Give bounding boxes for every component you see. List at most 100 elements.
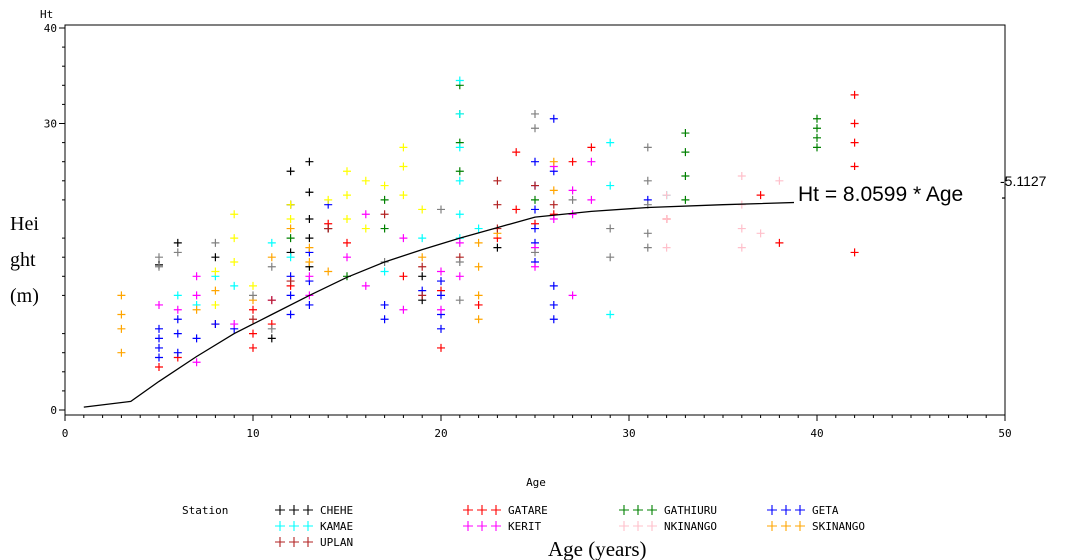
data-point — [662, 191, 671, 200]
data-point — [474, 315, 483, 324]
data-point — [286, 215, 295, 223]
data-point — [737, 172, 746, 181]
data-point — [211, 286, 220, 295]
data-point — [813, 124, 821, 133]
data-point — [267, 334, 276, 343]
data-point — [850, 162, 859, 171]
legend-marker — [303, 505, 313, 515]
data-point — [361, 281, 370, 290]
data-point — [455, 210, 464, 219]
data-point — [850, 119, 859, 128]
data-point — [643, 176, 652, 185]
data-point — [211, 320, 220, 329]
legend-marker — [275, 521, 285, 531]
data-point — [192, 272, 201, 281]
data-point — [756, 229, 765, 238]
data-point — [211, 300, 220, 309]
legend-marker — [781, 505, 791, 515]
data-point — [155, 353, 163, 362]
legend-marker — [781, 521, 791, 531]
data-point — [531, 195, 539, 204]
data-point — [549, 200, 558, 209]
data-point — [418, 234, 427, 243]
legend-marker — [647, 505, 657, 515]
data-point — [474, 238, 483, 247]
data-point — [286, 234, 295, 243]
legend-label: CHEHE — [320, 504, 353, 517]
data-point — [324, 195, 333, 204]
data-point — [117, 291, 126, 300]
data-point — [531, 224, 539, 233]
data-point — [399, 234, 408, 243]
data-point — [117, 310, 126, 319]
fit-equation-background — [794, 170, 1002, 214]
data-point — [531, 248, 539, 257]
data-point — [643, 243, 652, 252]
overlay-ylabel: Hei ght (m) — [10, 213, 39, 307]
data-point — [418, 262, 427, 271]
data-point — [286, 253, 295, 262]
data-point — [606, 224, 615, 233]
data-point — [418, 291, 427, 300]
data-point — [173, 348, 182, 357]
data-point — [399, 162, 408, 171]
data-point — [267, 253, 276, 262]
data-point — [531, 157, 539, 166]
data-point — [361, 176, 370, 185]
data-point — [230, 257, 239, 266]
data-point — [455, 143, 464, 152]
data-point — [455, 76, 464, 85]
legend-marker — [647, 521, 657, 531]
data-point — [531, 205, 539, 214]
data-point — [230, 234, 239, 243]
x-axis-label: Age — [526, 476, 546, 489]
x-tick-label: 20 — [434, 427, 447, 440]
legend-marker — [619, 505, 629, 515]
data-point — [737, 224, 746, 233]
data-point — [512, 148, 521, 157]
y-axis-label: Ht — [40, 8, 53, 21]
legend-label: KAMAE — [320, 520, 353, 533]
data-point — [512, 205, 521, 214]
data-point — [437, 267, 445, 276]
legend-label: NKINANGO — [664, 520, 717, 533]
data-point — [192, 291, 201, 300]
data-point — [305, 257, 314, 266]
data-point — [437, 277, 445, 286]
data-point — [681, 195, 690, 204]
data-point — [455, 272, 464, 281]
data-point — [643, 143, 652, 152]
data-point — [305, 243, 314, 252]
data-point — [455, 238, 464, 247]
fit-equation: Ht = 8.0599 * Age -5.1127 — [794, 170, 1047, 214]
data-point — [305, 188, 314, 197]
data-point — [681, 129, 690, 138]
data-point — [173, 248, 182, 257]
data-point — [549, 157, 558, 166]
data-point — [380, 195, 389, 204]
legend-marker — [289, 521, 299, 531]
data-point — [531, 124, 539, 133]
data-point — [568, 195, 577, 204]
data-point — [343, 253, 351, 262]
data-point — [606, 310, 615, 319]
data-point — [606, 181, 615, 190]
data-point — [437, 291, 445, 300]
data-point — [249, 291, 257, 300]
data-point — [493, 200, 502, 209]
data-point — [813, 143, 821, 152]
legend-label: SKINANGO — [812, 520, 865, 533]
data-point — [343, 167, 351, 176]
data-point — [549, 186, 558, 195]
data-point — [305, 215, 314, 223]
data-point — [173, 329, 182, 338]
data-point — [531, 262, 539, 271]
data-point — [568, 157, 577, 166]
data-point — [756, 191, 765, 200]
data-point — [286, 277, 295, 286]
data-point — [211, 238, 220, 247]
data-point — [531, 181, 539, 190]
legend-label: UPLAN — [320, 536, 353, 549]
legend-label: GETA — [812, 504, 839, 517]
fit-equation-label: Ht = 8.0599 * Age — [798, 183, 963, 206]
